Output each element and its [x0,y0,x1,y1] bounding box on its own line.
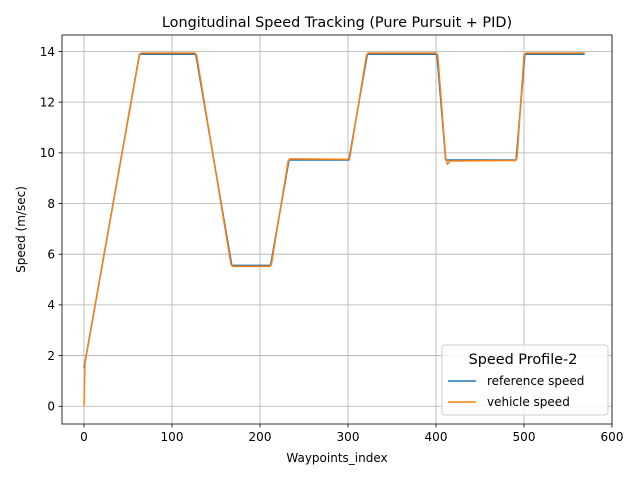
y-tick-label: 2 [47,349,55,363]
legend-box [441,344,609,416]
series-line-vehicle-speed [83,52,585,407]
x-axis-ticks: 0 100 200 300 400 500 600 [80,424,623,444]
x-tick-label: 300 [337,430,360,444]
chart-title: Longitudinal Speed Tracking (Pure Pursui… [162,15,512,31]
legend: Speed Profile-2 reference speed vehicle … [441,344,609,416]
series-lines [83,52,585,407]
y-tick-label: 10 [40,146,55,160]
grid-lines [62,35,613,424]
legend-label-reference-speed: reference speed [487,374,584,388]
x-tick-label: 600 [601,430,624,444]
y-tick-label: 14 [40,45,55,59]
x-tick-label: 400 [425,430,448,444]
x-axis-label: Waypoints_index [286,451,387,465]
legend-title: Speed Profile-2 [469,352,578,368]
y-tick-label: 6 [47,248,55,262]
x-tick-label: 100 [161,430,184,444]
x-tick-label: 0 [80,430,88,444]
legend-label-vehicle-speed: vehicle speed [487,395,570,409]
y-tick-label: 4 [47,298,55,312]
y-tick-label: 0 [47,400,55,414]
x-tick-label: 500 [513,430,536,444]
y-tick-label: 12 [40,95,55,109]
y-tick-label: 8 [47,197,55,211]
y-axis-ticks: 0 2 4 6 8 10 12 14 [40,45,62,414]
x-tick-label: 200 [249,430,272,444]
plot-area-frame [61,34,613,425]
y-axis-label: Speed (m/sec) [14,186,28,273]
